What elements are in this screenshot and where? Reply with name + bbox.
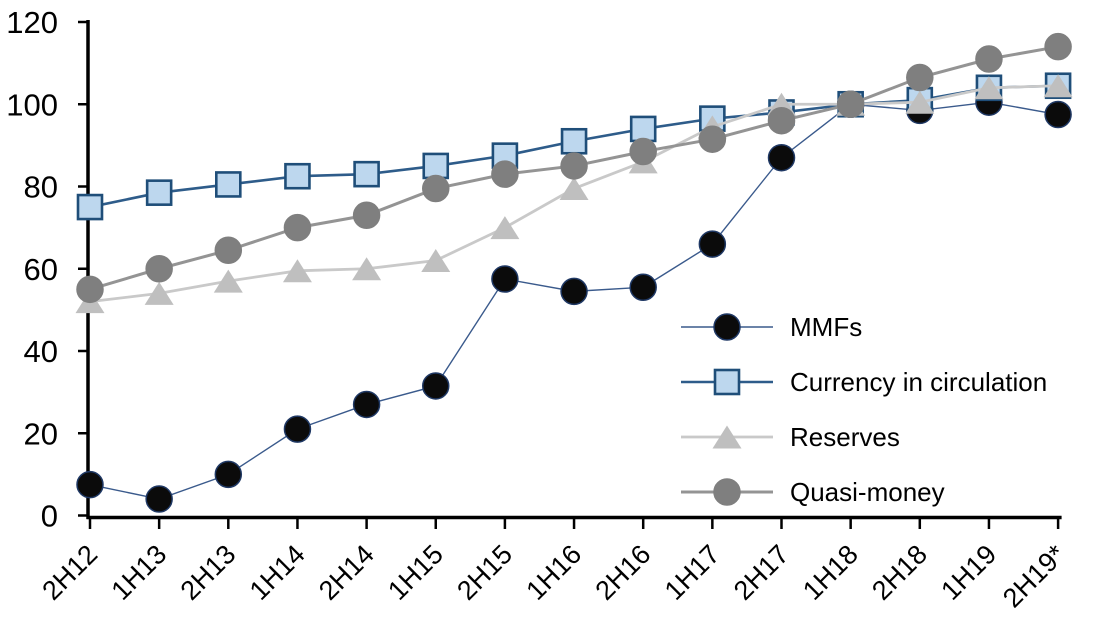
legend-label: MMFs [790, 311, 863, 342]
series-quasi-money [76, 32, 1072, 304]
x-tick-label: 2H18 [866, 539, 933, 606]
x-tick-label: 1H13 [106, 539, 173, 606]
legend-label: Quasi-money [790, 476, 945, 507]
y-axis-labels: 0 20 40 60 80 100 120 [6, 5, 58, 534]
y-tick-label: 0 [41, 499, 58, 534]
x-tick-label: 2H12 [36, 539, 103, 606]
x-tick-label: 1H16 [520, 539, 587, 606]
axes [78, 20, 1062, 529]
x-tick-label: 1H18 [797, 539, 864, 606]
x-tick-label: 2H17 [728, 539, 795, 606]
mmfs-marker-icon [681, 312, 773, 341]
reserves-marker-icon [681, 425, 773, 448]
quasi-money-marker-icon [681, 477, 773, 506]
x-tick-label: 1H17 [659, 539, 726, 606]
legend: MMFs Currency in circulation Reserves Qu… [681, 299, 1047, 519]
legend-item-quasi-money: Quasi-money [681, 464, 1047, 519]
y-tick-label: 40 [24, 334, 58, 369]
x-tick-label: 2H14 [313, 539, 380, 606]
legend-label: Reserves [790, 421, 900, 452]
y-tick-label: 20 [24, 416, 58, 451]
x-tick-label: 2H15 [451, 539, 518, 606]
x-axis-labels: 2H12 1H13 2H13 1H14 2H14 1H15 2H15 1H16 2H16 1H17… [36, 539, 1071, 614]
x-tick-label: 2H16 [590, 539, 657, 606]
legend-item-currency: Currency in circulation [681, 354, 1047, 409]
legend-item-reserves: Reserves [681, 409, 1047, 464]
y-tick-label: 100 [6, 87, 58, 122]
x-tick-label: 1H19 [935, 539, 1002, 606]
x-tick-label: 1H14 [244, 539, 311, 606]
x-tick-label: 2H19* [997, 539, 1072, 614]
legend-label: Currency in circulation [790, 366, 1048, 397]
y-tick-label: 60 [24, 252, 58, 287]
y-tick-label: 80 [24, 170, 58, 205]
currency-marker-icon [681, 368, 773, 395]
y-tick-label: 120 [6, 5, 58, 40]
legend-item-mmfs: MMFs [681, 299, 1047, 354]
x-tick-label: 1H15 [382, 539, 449, 606]
x-tick-label: 2H13 [175, 539, 242, 606]
